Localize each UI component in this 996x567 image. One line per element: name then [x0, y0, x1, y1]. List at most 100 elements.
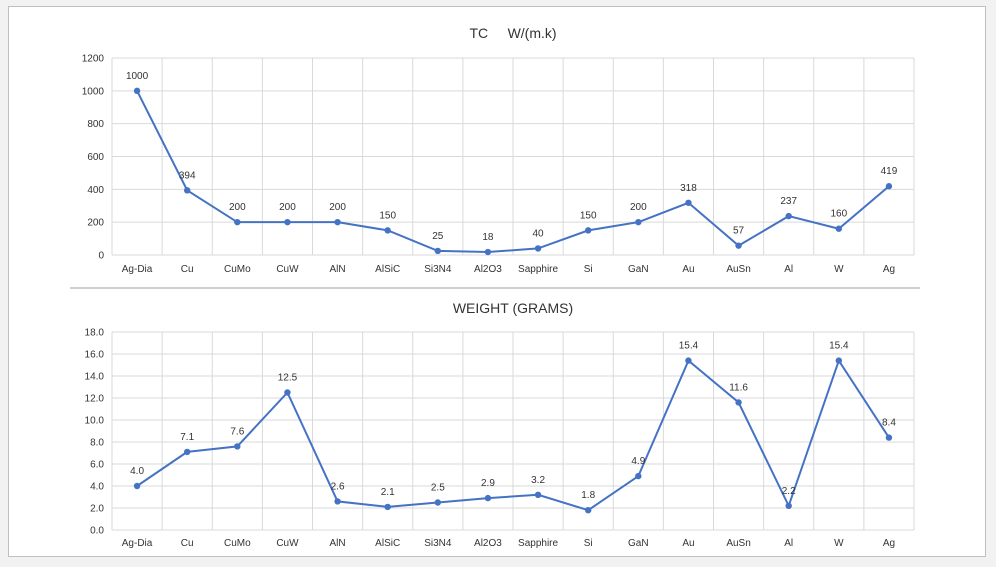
weight-data-point: [835, 357, 843, 364]
tc-data-point: [183, 187, 191, 194]
tc-x-tick-label: W: [834, 264, 844, 275]
tc-x-tick-label: Ag: [883, 264, 895, 275]
tc-data-label: 57: [733, 226, 745, 237]
tc-data-point: [885, 183, 893, 190]
weight-x-tick-label: AlN: [330, 538, 346, 549]
tc-y-tick-label: 600: [87, 152, 104, 163]
tc-data-label: 1000: [126, 71, 149, 82]
weight-y-tick-label: 0.0: [90, 526, 104, 537]
weight-x-tick-label: GaN: [628, 538, 649, 549]
tc-data-label: 150: [379, 210, 396, 221]
weight-data-point: [685, 357, 692, 364]
tc-data-label: 394: [179, 170, 196, 181]
weight-y-tick-label: 8.0: [90, 438, 104, 449]
tc-data-label: 200: [279, 202, 296, 213]
weight-data-label: 2.1: [381, 487, 395, 498]
tc-y-tick-label: 200: [87, 218, 104, 229]
tc-x-tick-label: Si3N4: [424, 264, 452, 275]
weight-data-point: [234, 443, 241, 450]
weight-x-tick-label: Ag-Dia: [122, 538, 153, 549]
tc-x-tick-label: AlSiC: [375, 264, 400, 275]
weight-data-point: [534, 491, 542, 498]
tc-x-tick-label: AlN: [330, 264, 346, 275]
tc-data-point: [384, 227, 391, 234]
weight-y-tick-label: 12.0: [85, 394, 105, 405]
weight-data-point: [434, 499, 442, 506]
weight-data-label: 2.2: [782, 486, 796, 497]
weight-data-label: 2.6: [331, 481, 345, 492]
tc-x-tick-label: Sapphire: [518, 264, 558, 275]
weight-x-tick-label: Ag: [883, 538, 895, 549]
tc-data-label: 200: [329, 202, 346, 213]
tc-y-tick-label: 1000: [82, 86, 105, 97]
weight-x-tick-label: Si: [584, 538, 593, 549]
chart-1-panel: [70, 16, 920, 286]
tc-data-label: 40: [533, 228, 545, 239]
weight-y-tick-label: 2.0: [90, 504, 104, 515]
tc-data-label: 150: [580, 210, 597, 221]
tc-data-point: [584, 227, 592, 234]
weight-data-point: [584, 507, 592, 514]
weight-x-tick-label: Au: [682, 538, 694, 549]
tc-x-tick-label: Si: [584, 264, 593, 275]
weight-data-point: [133, 482, 141, 490]
tc-data-label: 25: [432, 231, 444, 242]
weight-data-label: 11.6: [729, 382, 748, 393]
tc-data-label: 318: [680, 183, 697, 194]
tc-data-point: [434, 247, 442, 255]
tc-y-tick-label: 400: [87, 185, 104, 196]
chart-2-panel: [70, 290, 920, 555]
weight-x-tick-label: AuSn: [726, 538, 750, 549]
tc-x-tick-label: Al: [784, 264, 793, 275]
weight-data-label: 4.9: [631, 456, 645, 467]
weight-x-tick-label: CuW: [276, 538, 299, 549]
tc-x-tick-label: Cu: [181, 264, 194, 275]
weight-data-label: 8.4: [882, 418, 896, 429]
tc-data-label: 419: [881, 166, 898, 177]
tc-data-point: [484, 248, 492, 256]
weight-data-label: 2.5: [431, 483, 445, 494]
tc-x-tick-label: CuW: [276, 264, 299, 275]
weight-data-point: [885, 434, 893, 441]
tc-data-label: 200: [229, 202, 246, 213]
weight-x-tick-label: Sapphire: [518, 538, 558, 549]
weight-data-point: [183, 448, 191, 456]
tc-chart: TC W/(m.k) 0 200 400 600 800 1000 1200 Ag-Dia Cu C…: [82, 25, 915, 275]
tc-data-label: 237: [780, 196, 797, 207]
weight-data-point: [635, 472, 642, 480]
weight-data-label: 1.8: [581, 490, 595, 501]
weight-x-tick-label: AlSiC: [375, 538, 400, 549]
tc-data-label: 160: [830, 209, 847, 220]
weight-data-point: [785, 502, 792, 509]
tc-data-point: [534, 245, 542, 252]
tc-y-tick-label: 800: [87, 119, 104, 130]
weight-x-tick-label: CuMo: [224, 538, 251, 549]
weight-data-point: [484, 494, 492, 502]
weight-y-tick-label: 14.0: [85, 372, 105, 383]
tc-x-tick-label: Ag-Dia: [122, 264, 153, 275]
tc-data-point: [735, 242, 742, 249]
weight-y-tick-label: 10.0: [85, 416, 105, 427]
weight-data-label: 15.4: [679, 341, 699, 352]
tc-x-tick-label: GaN: [628, 264, 649, 275]
tc-data-point: [785, 212, 792, 220]
tc-x-tick-label: Al2O3: [474, 264, 502, 275]
tc-data-point: [234, 218, 241, 226]
tc-data-point: [685, 199, 692, 206]
weight-chart-title: WEIGHT (GRAMS): [453, 300, 573, 316]
tc-y-tick-label: 0: [98, 251, 104, 262]
tc-data-label: 200: [630, 202, 647, 213]
weight-x-tick-label: Cu: [181, 538, 194, 549]
tc-data-point: [284, 218, 291, 226]
tc-data-point: [334, 218, 341, 226]
weight-data-point: [735, 399, 742, 406]
tc-chart-title: TC W/(m.k): [469, 25, 556, 41]
weight-data-label: 15.4: [829, 341, 849, 352]
weight-y-tick-label: 4.0: [90, 482, 104, 493]
weight-data-point: [384, 503, 391, 511]
tc-series-line: [136, 90, 890, 254]
weight-data-label: 7.6: [230, 426, 244, 437]
weight-x-tick-label: Al2O3: [474, 538, 502, 549]
weight-x-tick-label: Si3N4: [424, 538, 452, 549]
